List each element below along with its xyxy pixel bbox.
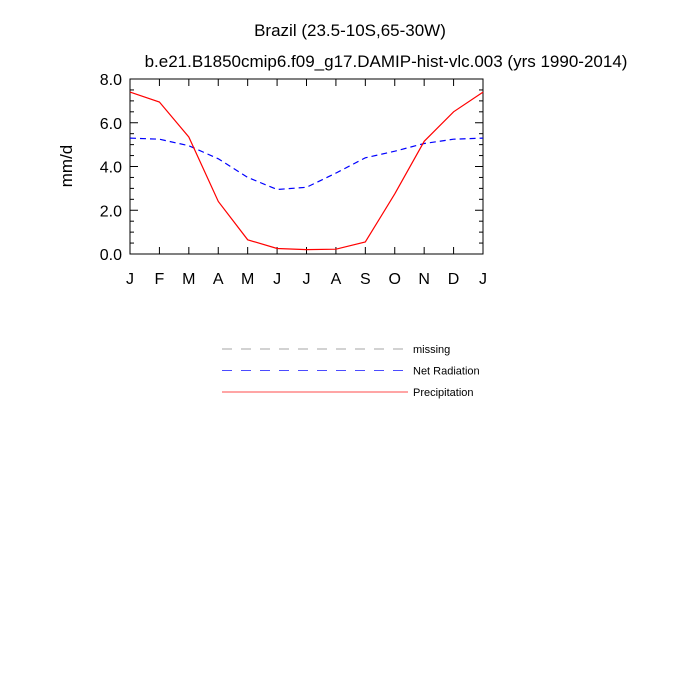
legend-label-precipitation: Precipitation: [413, 387, 474, 399]
plot-area: [129, 78, 484, 255]
x-tick-label: J: [303, 271, 311, 288]
x-tick-label: M: [241, 271, 254, 288]
chart-title: Brazil (23.5-10S,65-30W): [254, 21, 446, 40]
y-tick-label: 4.0: [100, 160, 122, 177]
y-axis: 0.0 2.0 4.0 6.0 8.0: [100, 72, 483, 264]
legend-label-missing: missing: [413, 344, 450, 356]
y-tick-label: 6.0: [100, 116, 122, 133]
precipitation-line: [129, 91, 484, 251]
x-tick-label: M: [182, 271, 195, 288]
x-tick-label: S: [360, 271, 371, 288]
y-tick-label: 8.0: [100, 72, 122, 89]
x-tick-label: J: [273, 271, 281, 288]
x-tick-label: D: [448, 271, 460, 288]
x-tick-label: A: [331, 271, 342, 288]
x-tick-label: F: [155, 271, 165, 288]
y-tick-label: 2.0: [100, 203, 122, 220]
y-axis-label: mm/d: [57, 145, 76, 188]
legend-label-net-radiation: Net Radiation: [413, 366, 480, 378]
chart-subtitle: b.e21.B1850cmip6.f09_g17.DAMIP-hist-vlc.…: [145, 52, 628, 71]
x-tick-label: N: [418, 271, 430, 288]
x-tick-label: O: [389, 271, 401, 288]
x-tick-label: A: [213, 271, 224, 288]
series-group: [129, 91, 484, 251]
x-tick-label: J: [126, 271, 134, 288]
net-radiation-line: [129, 137, 484, 191]
legend: missing Net Radiation Precipitation: [222, 344, 480, 399]
y-tick-label: 0.0: [100, 247, 122, 264]
x-tick-label: J: [479, 271, 487, 288]
plot-border: [129, 78, 484, 255]
